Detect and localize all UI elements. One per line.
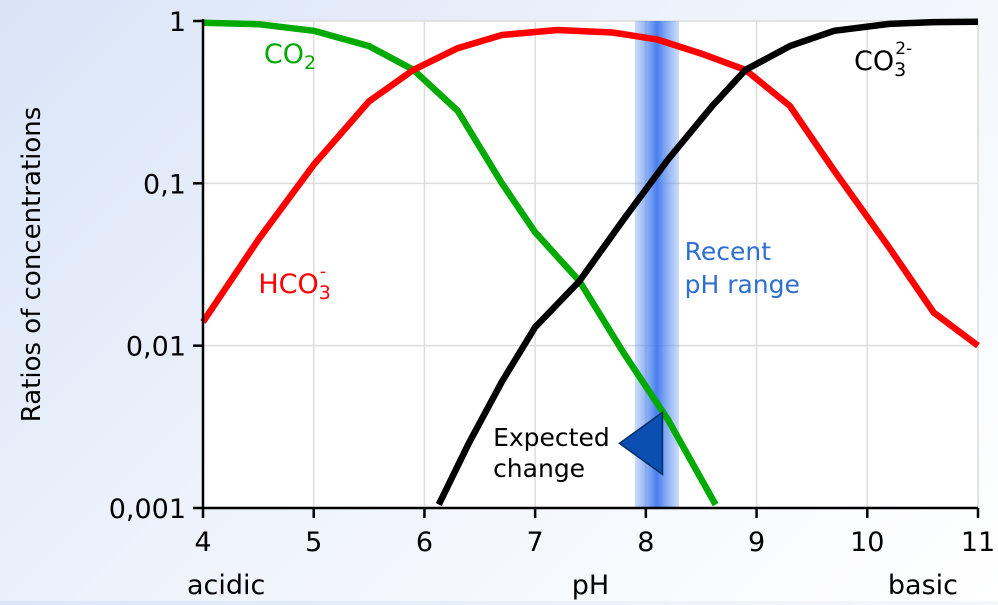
recent-range-label-line: Recent [685,237,772,266]
x-tick-label: 7 [527,527,544,558]
x-tick-label: 11 [961,527,995,558]
grid [203,20,979,508]
x-axis-acidic-label: acidic [187,570,265,601]
x-tick-label: 4 [194,527,211,558]
y-tick-label: 1 [169,7,186,38]
series-layer [200,18,980,507]
y-tick-label: 0,01 [126,332,186,363]
x-tick-label: 9 [748,527,765,558]
labels: pH acidic basic Ratios of concentrations CO2… [17,39,958,601]
expected-change-label-line: change [493,454,585,483]
x-tick-label: 6 [416,527,433,558]
series-line-co3-2- [435,18,979,507]
expected-change-marker [618,410,664,476]
x-tick-label: 5 [305,527,322,558]
x-tick-label: 8 [637,527,654,558]
series-line-co2 [202,19,719,507]
y-axis-title: Ratios of concentrations [17,107,47,423]
y-tick-label: 0,1 [143,169,186,200]
x-tick-label: 10 [850,527,884,558]
x-axis-title: pH [572,570,609,601]
hco3-label: HCO3- [258,262,331,304]
recent-range-label-line: pH range [685,270,800,299]
co2-label: CO2 [264,39,316,74]
x-axis-basic-label: basic [888,570,958,601]
co3-label: CO32- [854,39,912,81]
series-line-hco3- [200,26,980,349]
y-tick-label: 0,001 [109,494,186,525]
expected-change-label-line: Expected [493,423,610,452]
